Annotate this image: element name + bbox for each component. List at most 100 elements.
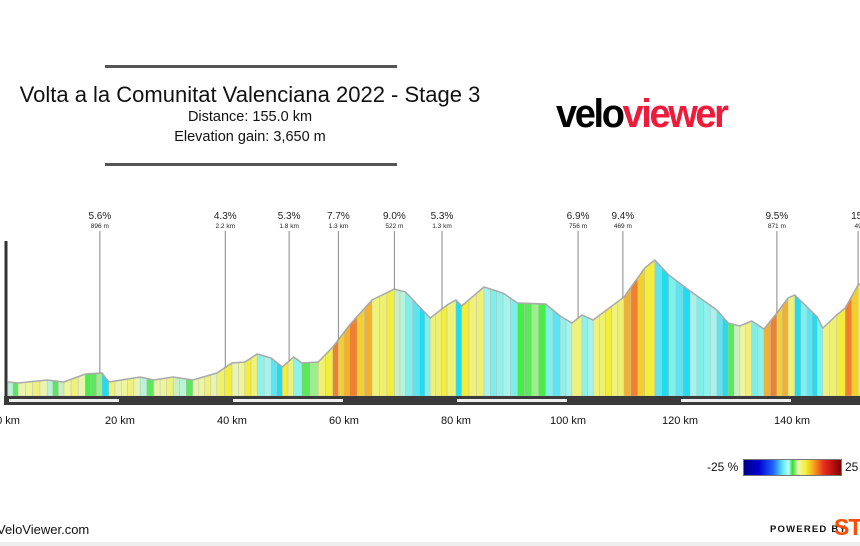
profile-segment — [776, 304, 783, 397]
profile-segment — [517, 302, 525, 397]
x-tick-label: 140 km — [774, 415, 810, 427]
climb-length-label: 522 m — [385, 223, 403, 230]
profile-segment — [496, 290, 504, 397]
logo-velo: velo — [556, 92, 625, 136]
profile-segment — [851, 284, 859, 397]
profile-segment — [757, 324, 765, 397]
profile-segment — [90, 373, 97, 397]
profile-segment — [836, 307, 846, 397]
x-tick-label: 0 km — [0, 415, 20, 427]
climb-gradient-label: 5.3% — [431, 211, 454, 222]
elevation-profile-chart: 0 km 20 km 40 km 60 km 80 km 100 km 120 km 140 … — [0, 211, 860, 427]
profile-segment — [545, 303, 554, 397]
profile-segment — [716, 309, 723, 397]
profile-segment — [811, 311, 818, 397]
veloviewer-logo: veloviewer — [556, 92, 729, 137]
profile-segment — [271, 357, 277, 397]
profile-segment — [822, 321, 830, 397]
climb-gradient-label: 7.7% — [327, 211, 350, 222]
profile-segment — [476, 286, 485, 397]
profile-segment — [502, 292, 511, 397]
profile-segment — [617, 296, 625, 397]
x-tick-label: 100 km — [550, 415, 586, 427]
profile-segment — [114, 379, 122, 397]
climb-gradient-label: 5.3% — [278, 211, 301, 222]
profile-segment — [782, 297, 789, 397]
profile-segment — [446, 299, 457, 397]
profile-segment — [121, 378, 128, 397]
profile-segment — [644, 259, 655, 397]
profile-segment — [166, 376, 174, 397]
profile-segment — [441, 304, 448, 397]
climb-gradient-label: 5.6% — [88, 211, 111, 222]
profile-segment — [58, 381, 65, 397]
profile-segment — [172, 376, 180, 397]
profile-segment — [710, 304, 718, 397]
profile-segment — [531, 303, 539, 397]
profile-segment — [405, 291, 413, 397]
profile-segment — [524, 303, 532, 397]
profile-segment — [394, 288, 401, 397]
profile-segment — [179, 377, 187, 397]
profile-segment — [696, 295, 704, 397]
profile-segment — [571, 314, 583, 397]
profile-segment — [264, 355, 272, 397]
legend-min-label: -25 % — [707, 460, 739, 474]
x-axis-bar — [4, 396, 860, 405]
profile-segment — [565, 319, 573, 397]
profile-segment — [364, 299, 373, 397]
profile-segment — [343, 324, 350, 397]
profile-segment — [210, 372, 218, 397]
profile-segment — [309, 361, 319, 397]
profile-segment — [301, 362, 311, 397]
profile-segment — [371, 296, 380, 397]
climb-gradient-label: 6.9% — [567, 211, 590, 222]
profile-segment — [257, 353, 265, 397]
profile-segment — [153, 378, 161, 397]
climb-length-label: 756 m — [569, 223, 587, 230]
gradient-color-legend — [743, 459, 842, 476]
x-axis-stripe — [457, 399, 567, 402]
profile-segment — [468, 292, 477, 397]
x-tick-label: 20 km — [105, 415, 135, 427]
profile-segment — [787, 294, 795, 397]
profile-segment — [770, 312, 778, 397]
climb-gradient-label: 15. — [851, 211, 860, 222]
x-tick-label: 60 km — [329, 415, 359, 427]
veloviewer-link[interactable]: VeloViewer.com — [0, 522, 90, 537]
profile-segment — [727, 322, 735, 397]
profile-segment — [630, 277, 639, 397]
profile-segment — [689, 290, 697, 397]
logo-viewer: viewer — [622, 92, 729, 136]
profile-segment — [675, 279, 684, 397]
page-title: Volta a la Comunitat Valenciana 2022 - S… — [19, 82, 481, 107]
profile-segment — [108, 380, 116, 397]
profile-segment — [17, 382, 26, 397]
profile-segment — [637, 267, 645, 397]
climb-length-label: 1.8 km — [279, 223, 299, 230]
profile-segment — [139, 376, 148, 397]
climb-length-label: 2.2 km — [216, 223, 236, 230]
climb-gradient-label: 4.3% — [214, 211, 237, 222]
profile-segment — [419, 306, 426, 397]
x-tick-label: 40 km — [217, 415, 247, 427]
climb-length-label: 896 m — [91, 223, 109, 230]
profile-segment — [682, 285, 691, 397]
x-tick-label: 80 km — [441, 415, 471, 427]
profile-segment — [338, 331, 345, 397]
profile-segment — [159, 377, 167, 397]
profile-segment — [231, 362, 239, 397]
profile-segment — [559, 315, 567, 397]
profile-segment — [430, 313, 437, 397]
climb-gradient-label: 9.4% — [611, 211, 634, 222]
profile-segment — [386, 288, 395, 397]
header-bottom-rule — [105, 163, 397, 166]
profile-segment — [745, 320, 752, 397]
header-top-rule — [105, 65, 397, 68]
profile-segment — [32, 380, 41, 397]
profile-segment — [587, 317, 594, 397]
x-axis-stripe — [9, 399, 119, 402]
profile-segment — [490, 288, 497, 397]
x-tick-label: 120 km — [662, 415, 698, 427]
profile-segment — [399, 290, 406, 397]
